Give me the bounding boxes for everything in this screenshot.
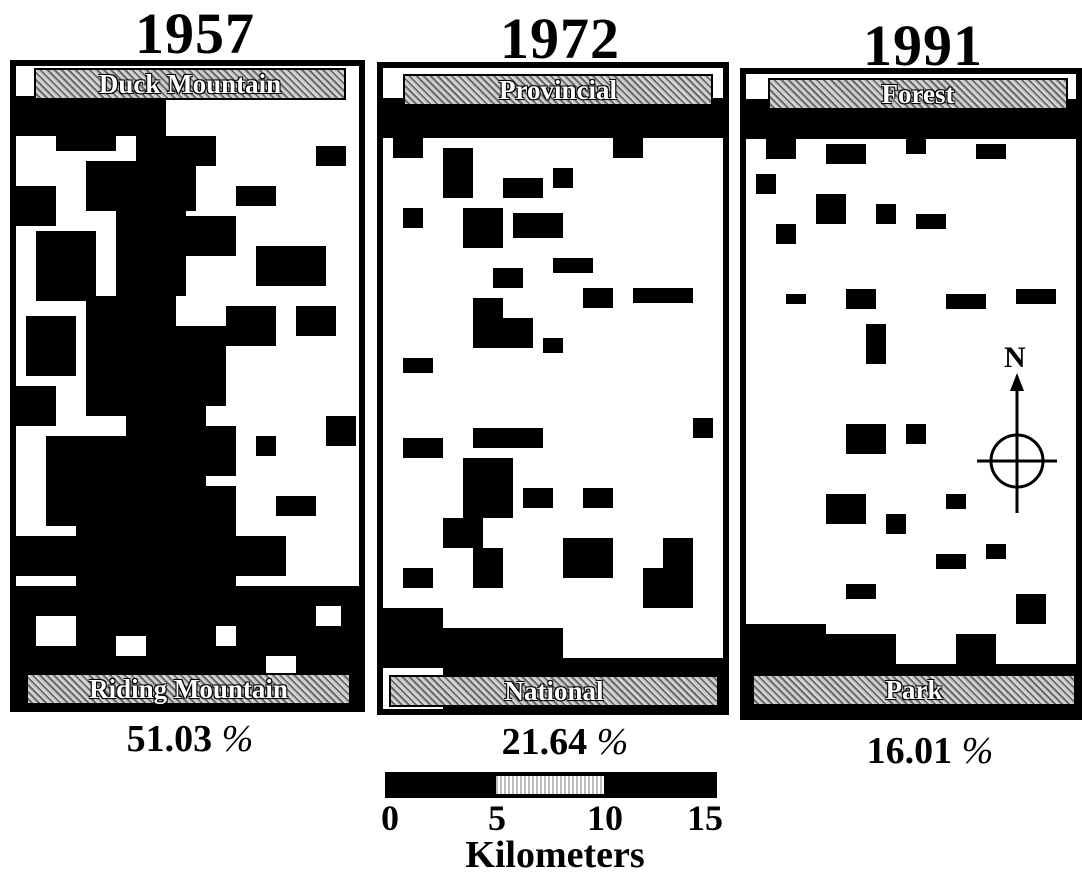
forest-percent-1972: 21.64 % bbox=[501, 721, 629, 763]
north-arrow: N bbox=[972, 343, 1062, 513]
map-panel-1957: Duck Mountain Riding Mountain bbox=[10, 60, 365, 712]
map-label-top-1957: Duck Mountain bbox=[34, 68, 346, 100]
year-title-1991: 1991 bbox=[863, 13, 983, 78]
map-panel-1972: Provincial National bbox=[377, 62, 729, 715]
map-label-top-1991: Forest bbox=[768, 78, 1068, 110]
scale-tick-0: 0 bbox=[381, 798, 399, 838]
forest-percent-1957: 51.03 % bbox=[126, 718, 254, 760]
scale-unit-label: Kilometers bbox=[465, 834, 645, 876]
north-label: N bbox=[1004, 341, 1026, 374]
scale-bar bbox=[385, 772, 717, 798]
scale-tick-15: 15 bbox=[687, 798, 723, 838]
forest-percent-1991: 16.01 % bbox=[866, 730, 994, 772]
compass-icon bbox=[977, 373, 1057, 513]
map-label-top-1972: Provincial bbox=[403, 74, 713, 106]
map-label-bottom-1957: Riding Mountain bbox=[26, 673, 351, 705]
scale-tick-5: 5 bbox=[488, 798, 506, 838]
year-title-1972: 1972 bbox=[500, 6, 620, 71]
map-label-bottom-1972: National bbox=[389, 675, 719, 707]
year-title-1957: 1957 bbox=[135, 1, 255, 66]
scale-bar-middle-segment bbox=[495, 775, 605, 795]
map-panel-1991: Forest Park bbox=[740, 68, 1082, 720]
forest-cover-map-1972 bbox=[383, 98, 723, 709]
map-label-bottom-1991: Park bbox=[752, 674, 1076, 706]
forest-cover-map-1957 bbox=[16, 96, 359, 706]
scale-tick-10: 10 bbox=[587, 798, 623, 838]
